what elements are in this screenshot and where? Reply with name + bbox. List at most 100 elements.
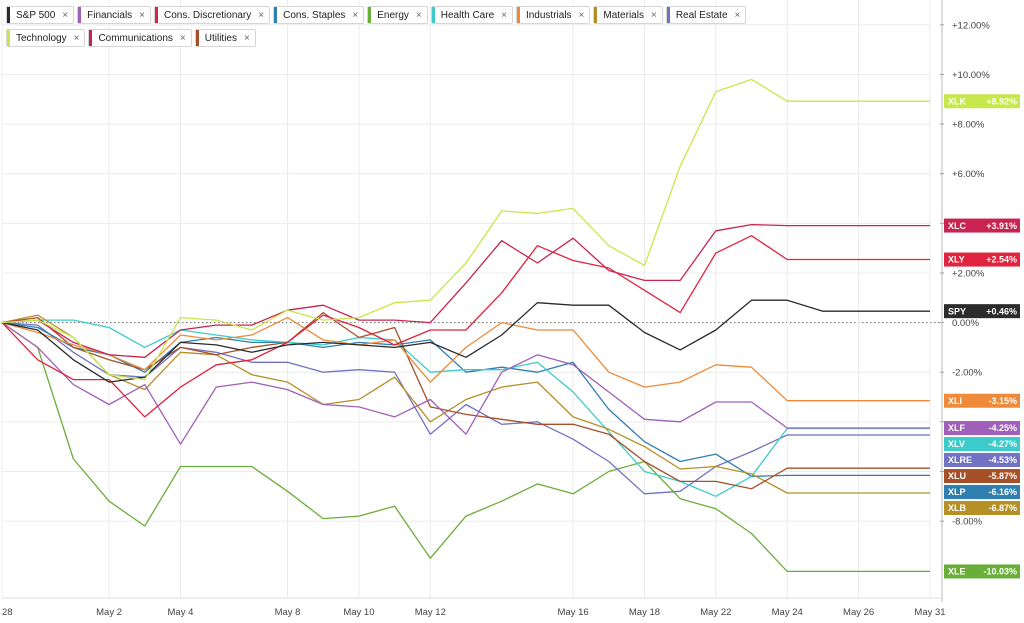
x-tick-label: May 26 xyxy=(843,607,874,618)
close-icon[interactable]: × xyxy=(258,9,265,21)
end-tag-xlu: XLU -5.87% xyxy=(944,469,1020,484)
legend-row-2: Technology × Communications × Utilities × xyxy=(6,29,806,52)
end-value-tags: XLK +8.92% XLC +3.91% XLY +2.54% SPY +0.46% XLI -… xyxy=(944,94,1020,579)
end-tag-value: -5.87% xyxy=(988,471,1017,481)
end-tag-ticker: XLV xyxy=(948,439,965,449)
legend-chip-communications[interactable]: Communications × xyxy=(88,29,192,47)
legend-swatch xyxy=(155,7,159,23)
end-tag-xlp: XLP -6.16% xyxy=(944,485,1020,500)
end-tag-ticker: XLP xyxy=(948,487,966,497)
end-tag-bg xyxy=(944,304,1020,319)
end-tag-xlb: XLB -6.87% xyxy=(944,501,1020,516)
legend-chip-financials[interactable]: Financials × xyxy=(77,6,152,24)
legend-chip-cons-discretionary[interactable]: Cons. Discretionary × xyxy=(154,6,271,24)
end-tag-bg xyxy=(944,218,1020,233)
y-tick-label: 0.00% xyxy=(952,318,979,329)
legend-chip-energy[interactable]: Energy × xyxy=(367,6,428,24)
x-tick-label: May 22 xyxy=(700,607,731,618)
legend-label: Health Care xyxy=(440,9,495,21)
end-tag-xlf: XLF -4.25% xyxy=(944,421,1020,436)
end-tag-value: -4.53% xyxy=(988,455,1017,465)
close-icon[interactable]: × xyxy=(501,9,507,21)
legend-chip-materials[interactable]: Materials × xyxy=(593,6,663,24)
end-tag-bg xyxy=(944,421,1020,436)
series-line-spy xyxy=(1,299,930,383)
end-tag-xle: XLE -10.03% xyxy=(944,564,1020,579)
legend-chip-cons-staples[interactable]: Cons. Staples × xyxy=(273,6,365,24)
end-tag-bg xyxy=(944,94,1020,109)
x-axis: 28 May 2 May 4 May 8 May 10 May 12 May 16 May 1… xyxy=(2,597,946,618)
y-axis: -8.00% -2.00% 0.00% +2.00% +6.00% +8.00% +10.0… xyxy=(940,0,990,602)
end-tag-bg xyxy=(944,252,1020,267)
series-line-xlf xyxy=(1,322,930,445)
close-icon[interactable]: × xyxy=(415,9,422,21)
end-tag-ticker: XLRE xyxy=(948,455,972,465)
legend-swatch xyxy=(594,7,598,23)
legend-swatch xyxy=(7,7,10,23)
series-line-xle xyxy=(1,322,930,573)
y-tick-label: +2.00% xyxy=(952,268,985,279)
grid-lines xyxy=(1,0,942,598)
series-line-xly xyxy=(1,235,930,418)
series-line-xlc xyxy=(1,223,930,358)
legend-chip-real-estate[interactable]: Real Estate × xyxy=(665,6,747,24)
legend-chip-technology[interactable]: Technology × xyxy=(6,29,86,47)
end-tag-xlc: XLC +3.91% xyxy=(944,218,1020,233)
legend-label: Real Estate xyxy=(675,9,728,21)
x-tick-label: 28 xyxy=(2,607,13,618)
y-tick-label: +12.00% xyxy=(952,20,990,31)
end-tag-value: -6.16% xyxy=(988,487,1017,497)
y-tick-label: -2.00% xyxy=(952,368,983,379)
end-tag-value: +0.46% xyxy=(986,306,1017,316)
end-tag-xlre: XLRE -4.53% xyxy=(944,453,1020,468)
end-tag-bg xyxy=(944,437,1020,452)
legend-swatch xyxy=(516,7,520,23)
end-tag-bg xyxy=(944,393,1020,408)
close-icon[interactable]: × xyxy=(650,9,657,21)
legend-swatch xyxy=(89,30,93,46)
legend-chip-spy[interactable]: S&P 500 × xyxy=(6,6,75,24)
end-tag-ticker: XLF xyxy=(948,423,966,433)
legend: S&P 500 × Financials × Cons. Discretionary × C… xyxy=(6,6,806,52)
legend-label: Technology xyxy=(16,32,67,44)
close-icon[interactable]: × xyxy=(578,9,585,21)
end-tag-xlv: XLV -4.27% xyxy=(944,437,1020,452)
x-tick-label: May 4 xyxy=(168,607,194,618)
legend-label: S&P 500 xyxy=(16,9,56,21)
end-tag-xli: XLI -3.15% xyxy=(944,393,1020,408)
x-tick-label: May 12 xyxy=(415,607,446,618)
series-line-xlre xyxy=(1,321,930,495)
close-icon[interactable]: × xyxy=(139,9,146,21)
end-tag-ticker: XLC xyxy=(948,221,967,231)
end-tag-xlk: XLK +8.92% xyxy=(944,94,1020,109)
close-icon[interactable]: × xyxy=(244,32,250,44)
y-tick-label: +6.00% xyxy=(952,169,985,180)
legend-chip-utilities[interactable]: Utilities × xyxy=(194,29,256,47)
legend-chip-health-care[interactable]: Health Care × xyxy=(430,6,513,24)
legend-swatch xyxy=(274,7,278,23)
end-tag-value: -3.15% xyxy=(988,396,1017,406)
series-lines xyxy=(1,78,930,573)
close-icon[interactable]: × xyxy=(73,32,80,44)
x-tick-label: May 2 xyxy=(96,607,122,618)
close-icon[interactable]: × xyxy=(734,9,741,21)
close-icon[interactable]: × xyxy=(352,9,359,21)
legend-label: Financials xyxy=(87,9,133,21)
series-line-xlk xyxy=(1,78,930,381)
end-tag-bg xyxy=(944,453,1020,468)
end-tag-ticker: XLK xyxy=(948,96,967,106)
x-tick-label: May 10 xyxy=(343,607,374,618)
end-tag-xly: XLY +2.54% xyxy=(944,252,1020,267)
end-tag-spy: SPY +0.46% xyxy=(944,304,1020,319)
end-tag-ticker: XLB xyxy=(948,503,967,513)
close-icon[interactable]: × xyxy=(62,9,69,21)
end-tag-bg xyxy=(944,485,1020,500)
legend-swatch xyxy=(666,7,670,23)
legend-swatch xyxy=(431,7,435,23)
legend-chip-industrials[interactable]: Industrials × xyxy=(515,6,591,24)
end-tag-ticker: XLU xyxy=(948,471,966,481)
x-tick-label: May 16 xyxy=(557,607,588,618)
close-icon[interactable]: × xyxy=(179,32,186,44)
x-tick-label: May 18 xyxy=(629,607,660,618)
